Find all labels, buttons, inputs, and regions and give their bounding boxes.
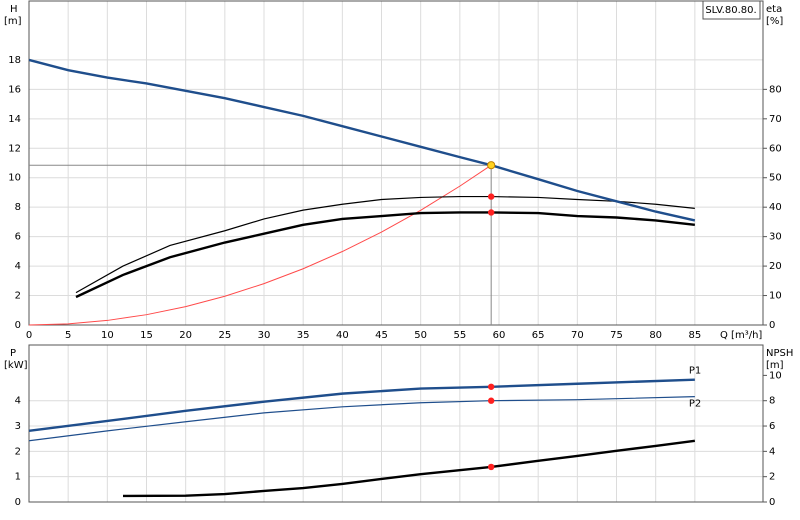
x-tick-label: 60 (493, 330, 506, 341)
y-tick-label: 8 (15, 202, 21, 213)
curve (28, 58, 696, 222)
x-tick-label: 0 (26, 330, 32, 341)
y-tick-label: 4 (15, 261, 21, 272)
title-box (702, 0, 761, 20)
x-tick-label: 80 (649, 330, 662, 341)
duty-point (487, 209, 495, 216)
y-tick-label: 12 (8, 143, 21, 154)
y2-tick-label: 6 (769, 421, 775, 432)
series-label: P2 (689, 399, 701, 410)
y-tick-label: 0 (15, 497, 21, 508)
plot-frame (28, 0, 764, 326)
curve (122, 439, 696, 498)
duty-point (487, 193, 495, 200)
y2-tick-label: 0 (769, 497, 775, 508)
y2-axis-label: NPSH (766, 348, 793, 359)
series-label: P1 (689, 366, 701, 377)
y-tick-label: 2 (15, 446, 21, 457)
y2-tick-label: 80 (769, 84, 782, 95)
operating-point (487, 161, 496, 170)
y2-tick-label: 2 (769, 472, 775, 483)
y-tick-label: 6 (15, 232, 21, 243)
x-tick-label: 10 (101, 330, 114, 341)
y2-tick-label: 4 (769, 446, 775, 457)
y2-tick-label: 60 (769, 143, 782, 154)
x-tick-label: 75 (610, 330, 623, 341)
y-tick-label: 14 (8, 114, 21, 125)
y2-tick-label: 40 (769, 202, 782, 213)
y-tick-label: 10 (8, 173, 21, 184)
y2-tick-label: 30 (769, 232, 782, 243)
x-tick-label: 20 (179, 330, 192, 341)
y-axis-label: H (10, 4, 18, 15)
x-tick-label: 65 (532, 330, 545, 341)
duty-point (487, 383, 495, 390)
y2-axis-unit: [m] (766, 360, 784, 371)
y-tick-label: 4 (15, 396, 21, 407)
y2-tick-label: 0 (769, 320, 775, 331)
y2-tick-label: 70 (769, 114, 782, 125)
y-tick-label: 0 (15, 320, 21, 331)
y2-tick-label: 20 (769, 261, 782, 272)
y-tick-label: 1 (15, 472, 21, 483)
x-tick-label: 15 (140, 330, 153, 341)
x-tick-label: 30 (258, 330, 271, 341)
duty-point (487, 463, 495, 471)
y2-axis-label: eta (766, 4, 782, 15)
y2-tick-label: 10 (769, 370, 782, 381)
plot-frame (28, 344, 764, 503)
y-tick-label: 3 (15, 421, 21, 432)
x-tick-label: 35 (297, 330, 310, 341)
curve (75, 195, 695, 294)
x-tick-label: 70 (571, 330, 584, 341)
x-tick-label: 55 (453, 330, 466, 341)
curve (28, 378, 695, 433)
y2-tick-label: 8 (769, 396, 775, 407)
y-tick-label: 18 (8, 55, 21, 66)
chart-title: SLV.80.80. (705, 5, 756, 16)
y2-axis-unit: [%] (766, 16, 783, 27)
x-tick-label: 5 (65, 330, 71, 341)
y-axis-unit: [m] (4, 16, 22, 27)
x-axis-label: Q [m³/h] (720, 330, 762, 341)
y-tick-label: 2 (15, 291, 21, 302)
y-axis-label: P (10, 348, 16, 359)
x-tick-label: 45 (375, 330, 388, 341)
curve (28, 164, 492, 326)
y-tick-label: 16 (8, 84, 21, 95)
x-tick-label: 25 (218, 330, 231, 341)
y-axis-unit: [kW] (4, 360, 28, 371)
curve (75, 211, 695, 299)
y2-tick-label: 50 (769, 173, 782, 184)
x-tick-label: 50 (414, 330, 427, 341)
duty-point (487, 397, 495, 404)
x-tick-label: 40 (336, 330, 349, 341)
x-tick-label: 85 (688, 330, 701, 341)
y2-tick-label: 10 (769, 291, 782, 302)
curve (28, 396, 695, 442)
